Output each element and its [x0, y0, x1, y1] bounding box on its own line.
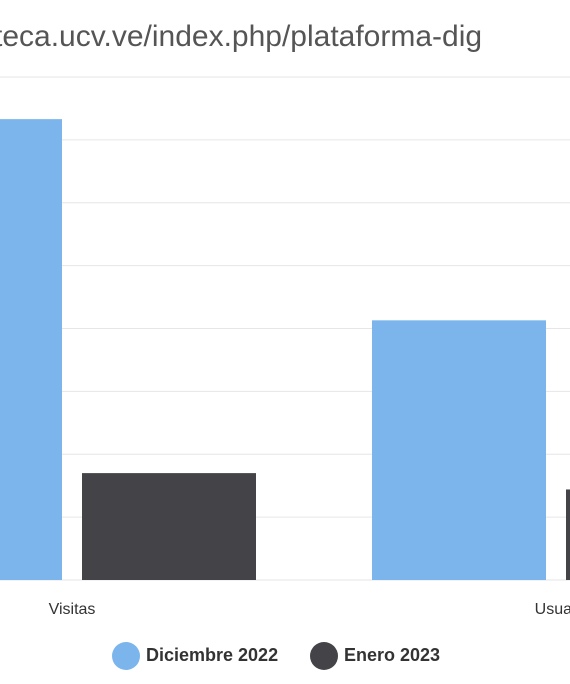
legend-label: Diciembre 2022 — [146, 645, 278, 665]
x-tick-label: Visitas — [49, 601, 96, 618]
bar — [372, 320, 546, 580]
legend-marker — [310, 642, 338, 670]
legend-marker — [112, 642, 140, 670]
legend-label: Enero 2023 — [344, 645, 440, 665]
bar — [566, 489, 570, 580]
bar — [0, 119, 62, 580]
bar — [82, 473, 256, 580]
x-tick-label: Usuar — [535, 601, 570, 618]
chart-title: teca.ucv.ve/index.php/plataforma-dig — [0, 20, 482, 53]
